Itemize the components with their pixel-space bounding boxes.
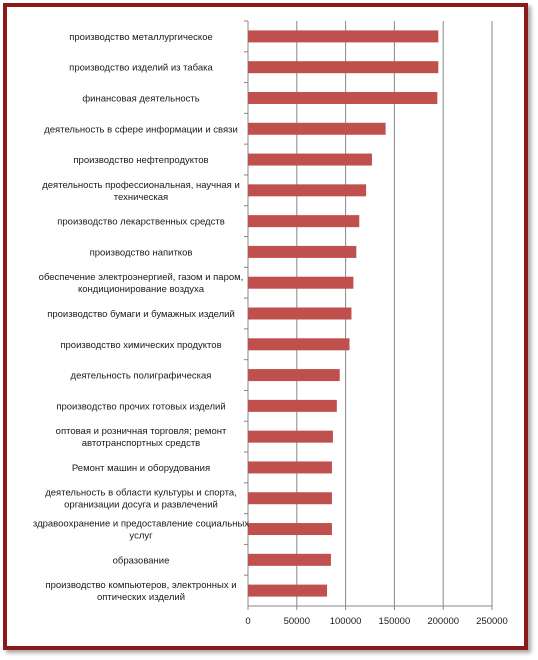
category-label: деятельность в сфере информации и связи — [44, 124, 238, 135]
category-label: производство бумаги и бумажных изделий — [47, 309, 235, 320]
bar — [248, 276, 354, 289]
category-label: здравоохранение и предоставление социаль… — [33, 519, 249, 530]
x-axis: 0 50000 100000 150000 200000 250000 — [245, 606, 508, 627]
category-label: автотранспортных средств — [82, 438, 200, 449]
x-tick-label: 100000 — [330, 616, 362, 627]
bar — [248, 553, 331, 566]
category-label: производство металлургическое — [69, 32, 213, 43]
x-tick-label: 150000 — [379, 616, 411, 627]
category-label: оптических изделий — [97, 592, 185, 603]
bar — [248, 307, 352, 320]
category-label: производство нефтепродуктов — [73, 155, 208, 166]
x-tick-label: 200000 — [427, 616, 459, 627]
bar — [248, 399, 337, 412]
category-label: производство химических продуктов — [60, 340, 221, 351]
category-label: деятельность в области культуры и спорта… — [45, 488, 237, 499]
category-label: оптовая и розничная торговля; ремонт — [56, 426, 227, 437]
x-tick-label: 250000 — [476, 616, 508, 627]
bar — [248, 30, 439, 43]
bar — [248, 215, 360, 228]
category-label: деятельность полиграфическая — [71, 371, 212, 382]
x-tick-label: 50000 — [284, 616, 310, 627]
category-label: услуг — [129, 531, 153, 542]
bar — [248, 430, 333, 443]
category-label: Ремонт машин и оборудования — [72, 463, 210, 474]
bars — [248, 30, 439, 597]
category-label: деятельность профессиональная, научная и — [42, 180, 240, 191]
bar — [248, 338, 350, 351]
category-label: производство лекарственных средств — [57, 217, 225, 228]
bar — [248, 584, 328, 597]
category-label: организации досуга и развлечений — [64, 500, 218, 511]
bar — [248, 153, 372, 166]
category-label: обеспечение электроэнергией, газом и пар… — [39, 272, 244, 283]
category-label: производство изделий из табака — [69, 63, 213, 74]
bar — [248, 122, 386, 135]
category-label: производство прочих готовых изделий — [56, 401, 225, 412]
category-labels: производство металлургическое производств… — [33, 32, 249, 603]
bar — [248, 245, 357, 258]
category-label: производство напитков — [90, 247, 193, 258]
category-label: техническая — [114, 192, 168, 203]
category-label: производство компьютеров, электронных и — [45, 580, 236, 591]
bar — [248, 461, 332, 474]
category-label: образование — [113, 555, 170, 566]
category-label: кондиционирование воздуха — [78, 284, 205, 295]
bar — [248, 523, 332, 536]
bar — [248, 184, 367, 197]
bar — [248, 369, 340, 382]
bar — [248, 492, 332, 505]
x-tick-label: 0 — [245, 616, 250, 627]
bar — [248, 61, 439, 74]
bar — [248, 91, 438, 104]
chart-frame — [3, 3, 528, 650]
category-label: финансовая деятельность — [82, 93, 199, 104]
